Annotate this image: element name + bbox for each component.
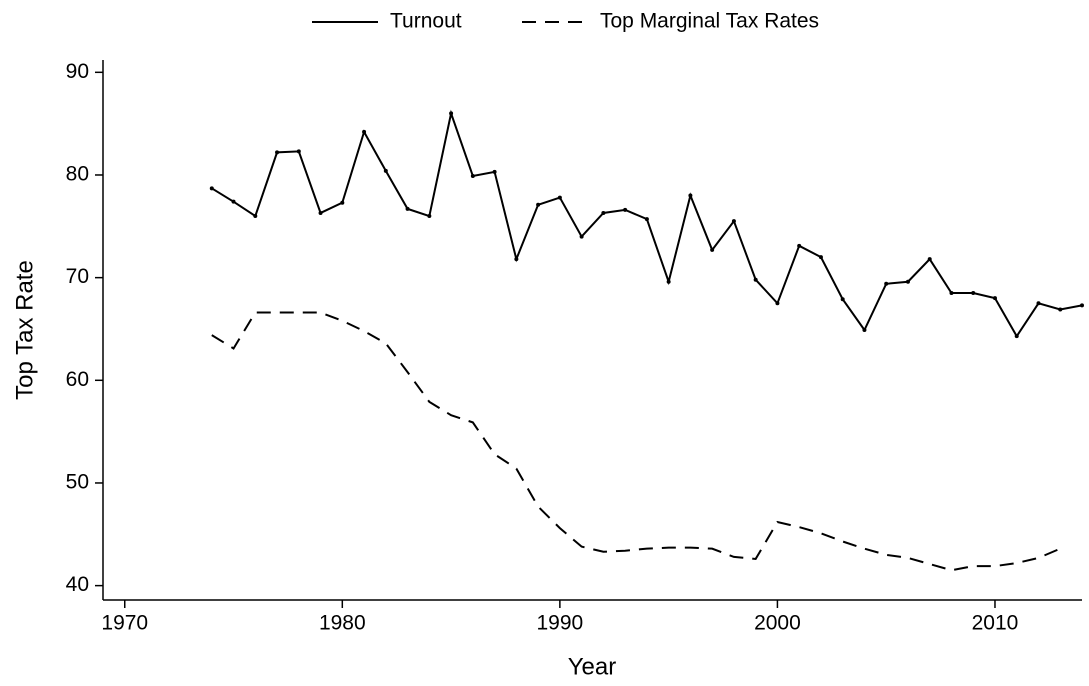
- legend-label: Top Marginal Tax Rates: [600, 10, 819, 33]
- y-tick-label: 40: [66, 573, 89, 596]
- x-axis-label: Year: [568, 653, 617, 680]
- point: [949, 291, 954, 296]
- point: [927, 257, 932, 262]
- point: [296, 149, 301, 154]
- point: [797, 243, 802, 248]
- legend-label: Turnout: [390, 10, 462, 33]
- point: [862, 328, 867, 332]
- x-tick-label: 1990: [537, 612, 584, 635]
- point: [840, 297, 845, 302]
- point: [209, 186, 214, 191]
- point: [514, 257, 519, 262]
- y-tick-label: 80: [66, 163, 89, 186]
- point: [775, 301, 780, 306]
- point: [623, 207, 628, 212]
- point: [710, 247, 715, 252]
- point: [231, 199, 236, 204]
- point: [753, 277, 758, 282]
- point: [427, 214, 432, 219]
- point: [818, 255, 823, 260]
- point: [470, 174, 475, 179]
- point: [905, 279, 910, 284]
- point: [666, 279, 671, 284]
- point: [275, 150, 280, 155]
- point: [318, 210, 323, 215]
- point: [644, 217, 649, 222]
- point: [884, 281, 889, 286]
- x-tick-label: 2010: [972, 612, 1019, 635]
- point: [731, 219, 736, 224]
- x-tick-label: 2000: [754, 612, 801, 635]
- point: [253, 214, 258, 219]
- point: [1058, 307, 1063, 312]
- point: [992, 296, 997, 301]
- point: [971, 291, 976, 296]
- point: [383, 168, 388, 173]
- point: [340, 200, 345, 205]
- series-line: [211, 311, 1061, 572]
- point: [362, 129, 367, 134]
- point: [449, 111, 454, 116]
- y-axis-label: Top Tax Rate: [11, 260, 38, 400]
- point: [601, 210, 606, 215]
- point: [688, 193, 693, 198]
- x-tick-label: 1970: [101, 612, 148, 635]
- point: [1036, 301, 1041, 306]
- point: [557, 195, 562, 200]
- point: [536, 202, 541, 207]
- y-tick-label: 50: [66, 471, 89, 494]
- x-tick-label: 1980: [319, 612, 366, 635]
- point: [579, 234, 584, 239]
- point: [1080, 303, 1084, 308]
- point: [1014, 334, 1019, 339]
- y-tick-label: 90: [66, 60, 89, 83]
- y-tick-label: 60: [66, 368, 89, 391]
- y-tick-label: 70: [66, 265, 89, 288]
- series-line: [211, 109, 1083, 339]
- point: [405, 206, 410, 211]
- point: [492, 169, 497, 174]
